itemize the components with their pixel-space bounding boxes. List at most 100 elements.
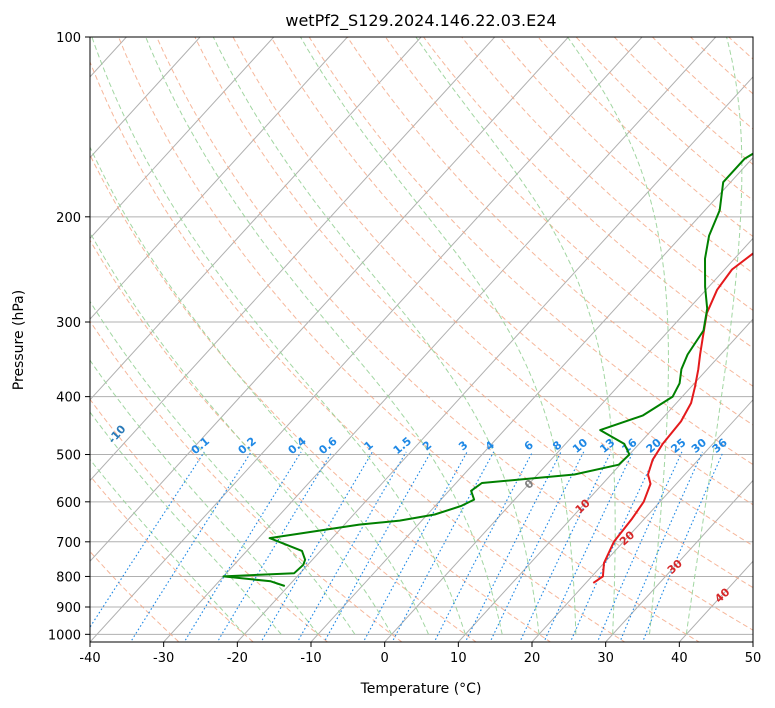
isotherm-line (90, 37, 496, 482)
y-tick-label: 500 (56, 449, 81, 464)
mixing-ratio-label: 16 (619, 436, 639, 456)
isotherm-line (163, 37, 717, 642)
dry-adiabat-line (308, 37, 753, 466)
dry-adiabat-line (537, 37, 753, 238)
moist-adiabat-line (90, 411, 282, 635)
dry-adiabat-line (346, 37, 753, 426)
dry-adiabat-line (90, 239, 477, 642)
x-axis-title: Temperature (°C) (360, 681, 482, 697)
mixing-ratio-label: 36 (710, 436, 730, 456)
dry-adiabat-line (613, 37, 753, 166)
y-tick-label: 800 (56, 570, 81, 585)
isotherm-line (531, 399, 753, 642)
x-tick-label: 20 (524, 651, 541, 666)
moist-adiabat-line (91, 37, 466, 635)
mixing-ratio-line (433, 451, 533, 642)
dry-adiabat-line (689, 37, 753, 95)
y-tick-label: 900 (56, 601, 81, 616)
dry-adiabat-line (384, 37, 753, 387)
x-tick-label: -40 (79, 651, 100, 666)
chart-title: wetPf2_S129.2024.146.22.03.E24 (285, 11, 556, 31)
temperature-profile-line (592, 252, 753, 584)
dry-adiabat-line (90, 153, 552, 642)
mixing-ratio-label: 30 (689, 436, 709, 456)
y-axis-title: Pressure (hPa) (11, 290, 27, 390)
moist-adiabat-line (145, 37, 503, 635)
mixing-ratio-line (183, 451, 302, 642)
y-tick-label: 400 (56, 391, 81, 406)
moist-adiabat-line (90, 458, 245, 635)
dry-adiabat-line (727, 37, 753, 60)
mixing-ratio-line (323, 451, 432, 642)
dry-adiabat-line (90, 550, 180, 642)
dry-adiabat-line (270, 37, 753, 506)
mixing-ratio-line (543, 451, 634, 642)
x-tick-label: -10 (300, 651, 321, 666)
isotherm-line (90, 37, 201, 159)
dry-adiabat-line (422, 37, 753, 349)
mixing-ratio-label: 1.5 (391, 435, 414, 457)
x-tick-label: 0 (381, 651, 389, 666)
x-tick-label: 30 (597, 651, 614, 666)
x-tick-label: -30 (153, 651, 174, 666)
mixing-ratio-label: 6 (522, 438, 536, 453)
isotherm-line (90, 37, 275, 240)
moist-adiabat-line (90, 300, 356, 635)
dry-adiabat-line (499, 37, 753, 274)
mixing-ratio-label: 0.1 (189, 435, 212, 457)
isotherm-line (310, 156, 753, 642)
dewpoint-profile-line (222, 152, 753, 587)
mixing-ratio-line (216, 451, 333, 642)
isotherm-line (457, 318, 753, 642)
mixing-ratio-line (362, 451, 468, 642)
isotherm-line (605, 479, 753, 642)
dry-adiabat-line (194, 37, 753, 589)
mixing-ratio-line (129, 451, 252, 642)
moist-adiabat-line (90, 359, 319, 635)
dry-adiabat-line (651, 37, 753, 130)
dry-adiabat-line (90, 320, 403, 642)
dry-adiabat-line (232, 37, 753, 547)
isotherm-line (90, 37, 422, 401)
isotherm-line (90, 37, 348, 320)
moist-adiabat-line (685, 37, 743, 635)
dry-adiabat-line (461, 37, 753, 311)
isotherm-line (752, 641, 753, 642)
mixing-ratio-line (296, 451, 407, 642)
mixing-ratio-line (90, 451, 205, 629)
x-tick-label: -20 (227, 651, 248, 666)
dry-adiabat-line (90, 398, 329, 642)
mixing-ratio-line (596, 451, 683, 642)
y-tick-label: 600 (56, 496, 81, 511)
moist-adiabat-line (212, 37, 540, 635)
mixing-ratio-label: 0.6 (316, 434, 340, 457)
mixing-ratio-line (569, 451, 658, 642)
y-tick-label: 300 (56, 316, 81, 331)
mixing-ratio-line (489, 451, 585, 642)
mixing-ratio-label: 3 (456, 438, 470, 453)
moist-adiabat-line (415, 37, 616, 635)
isotherm-line (90, 37, 569, 563)
moist-adiabat-line (300, 37, 577, 635)
mixing-ratio-line (464, 451, 562, 642)
mixing-ratio-label: 10 (570, 436, 590, 456)
isotherm-line (90, 37, 643, 642)
isotherm-line (678, 560, 753, 642)
axes: -40 -30 -20 -10 0 10 20 30 40 5010020030040050060… (48, 31, 761, 666)
dry-adiabat-line (118, 37, 700, 642)
mixing-ratio-line (642, 451, 724, 642)
moist-adiabat-line (90, 231, 393, 635)
y-tick-label: 700 (56, 536, 81, 551)
mixing-ratio-label: 25 (668, 436, 688, 456)
mixing-ratio-line (260, 451, 373, 642)
x-tick-label: 50 (745, 651, 762, 666)
plot-area: 0.10.20.40.611.52346810131620253036-100-… (90, 37, 753, 642)
isotherm-line (384, 237, 753, 642)
dry-adiabat-line (90, 60, 626, 642)
x-tick-label: 40 (671, 651, 688, 666)
y-tick-label: 100 (56, 31, 81, 46)
y-tick-label: 1000 (48, 628, 81, 643)
x-tick-label: 10 (450, 651, 467, 666)
moist-adiabat-line (567, 37, 669, 635)
